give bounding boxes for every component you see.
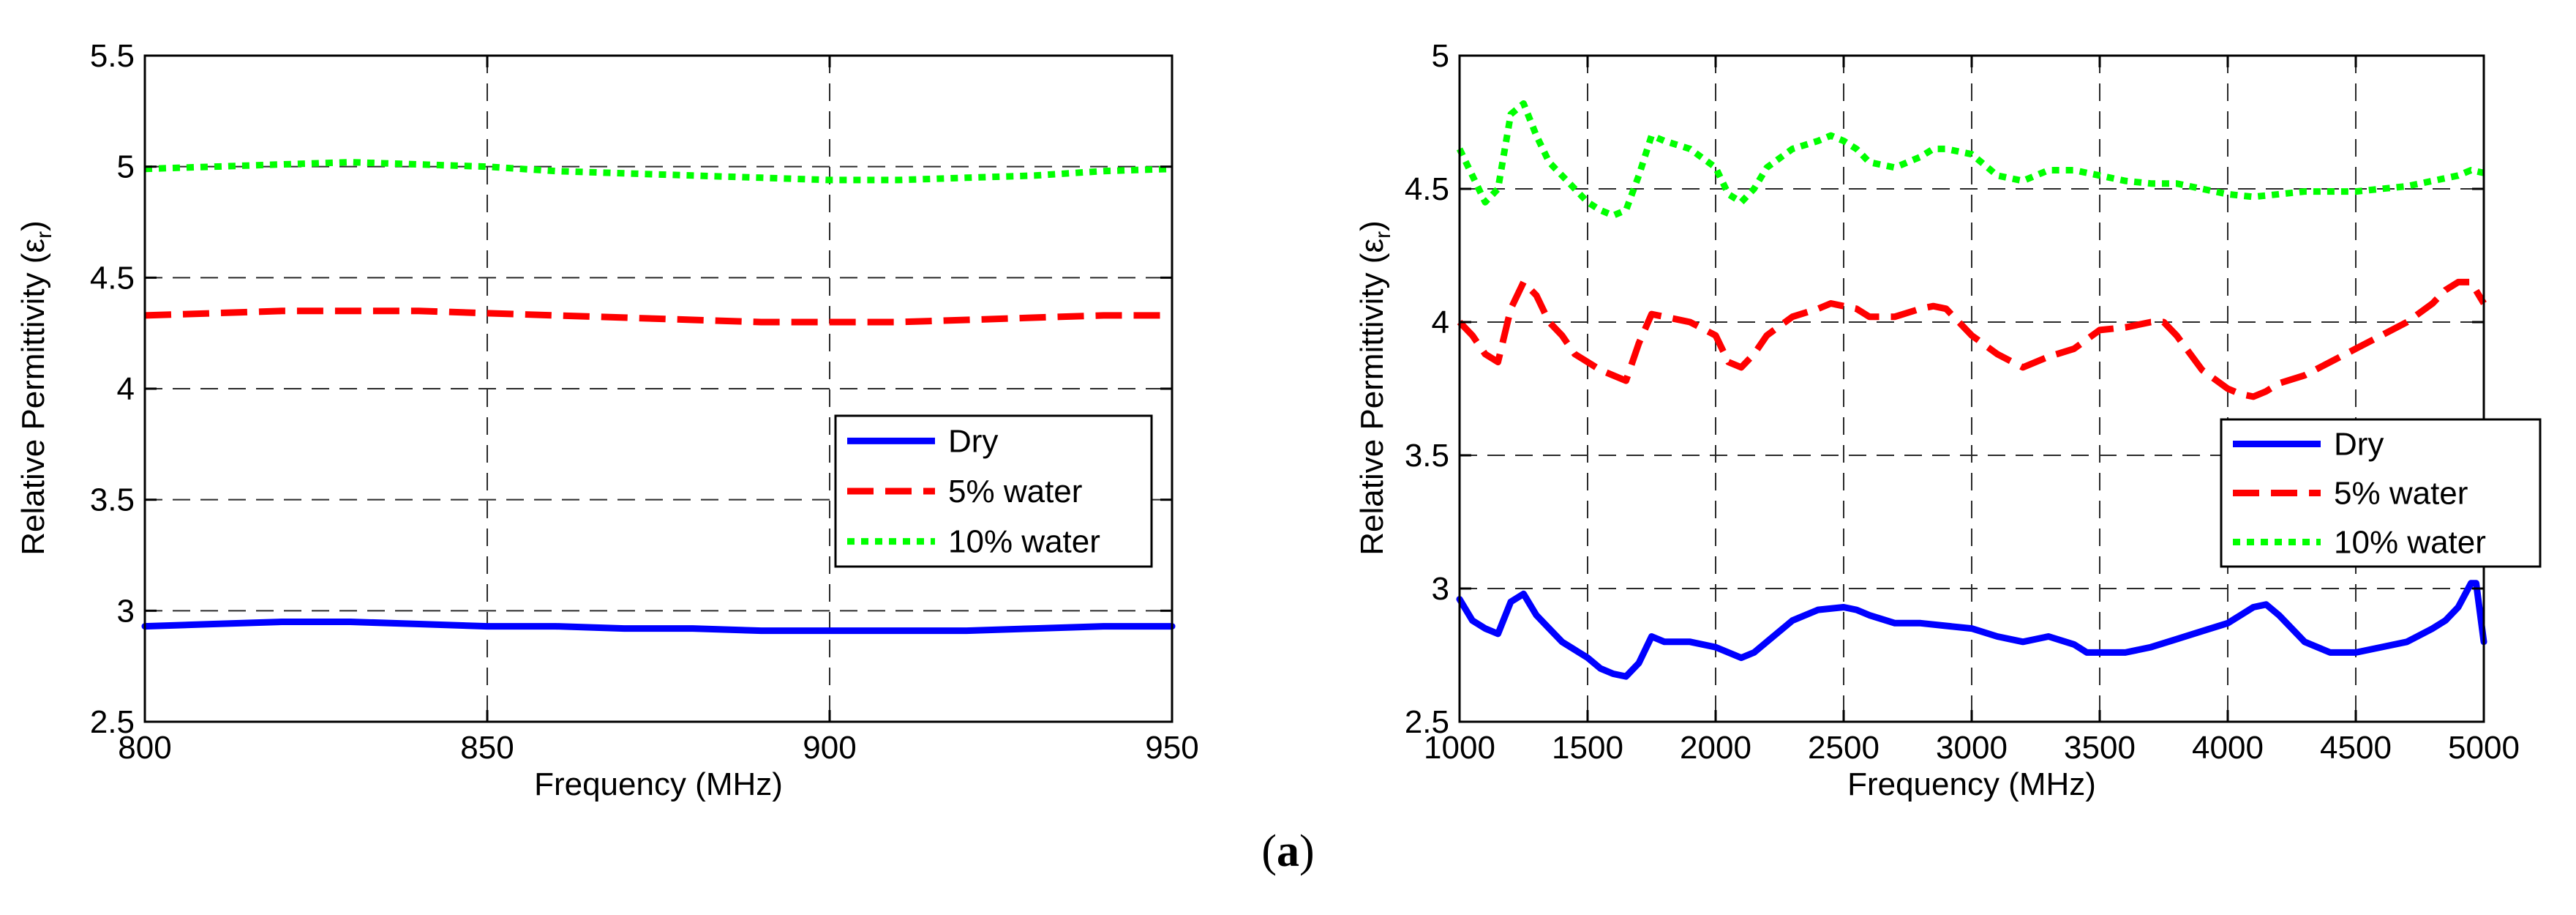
legend-label-1: 5% water (948, 474, 1082, 509)
series-line-1 (144, 307, 1172, 326)
y-tick-label: 2.5 (1405, 704, 1449, 740)
grid (1460, 56, 2484, 722)
x-tick-label: 950 (1145, 730, 1198, 766)
y-axis-label-close: ) (15, 220, 51, 231)
legend-label-2: 10% water (2334, 525, 2486, 561)
y-tick-label: 5.5 (90, 38, 135, 74)
chart-right: 1000 1500 2000 2500 3000 3500 4000 4500 5000 2.5 3… (1354, 38, 2542, 802)
figure-caption: (a) (0, 826, 2576, 878)
y-axis-label-subscript: r (32, 231, 56, 239)
x-tick-label: 4000 (2192, 730, 2264, 766)
y-tick-label: 4 (1432, 305, 1449, 340)
y-tick-label: 5 (1432, 38, 1449, 74)
caption-close: ) (1299, 826, 1315, 876)
series-line-1 (1457, 278, 2487, 400)
legend-label-0: Dry (2334, 427, 2384, 463)
x-tick-label: 4500 (2320, 730, 2392, 766)
series-line-0 (1456, 580, 2487, 680)
x-tick-label: 5000 (2448, 730, 2520, 766)
ticks (1458, 54, 2485, 723)
plot-area (1460, 56, 2484, 722)
grid (145, 56, 1172, 722)
y-axis-label-main: Relative Permittivity (ε (1354, 239, 1390, 556)
x-tick-label: 3000 (1936, 730, 2008, 766)
x-tick-label: 900 (803, 730, 856, 766)
x-tick-label: 1500 (1552, 730, 1623, 766)
x-tick-label: 1000 (1424, 730, 1495, 766)
legend-label-1: 5% water (2334, 476, 2468, 512)
series-line-2 (1456, 100, 2485, 219)
caption-letter: a (1277, 826, 1299, 876)
legend: Dry 5% water 10% water (834, 414, 1153, 568)
y-axis-label-close: ) (1354, 220, 1390, 231)
x-axis-label: Frequency (MHz) (534, 766, 783, 802)
x-tick-label: 800 (118, 730, 171, 766)
y-axis-label-subscript: r (1371, 231, 1395, 239)
x-tick-label: 850 (460, 730, 514, 766)
y-axis-label: Relative Permittivity (εr) (15, 220, 56, 555)
y-tick-label: 4 (117, 371, 135, 407)
x-axis-label: Frequency (MHz) (1847, 766, 2096, 802)
y-tick-label: 4.5 (1405, 171, 1449, 207)
y-axis-label: Relative Permittivity (εr) (1354, 220, 1395, 555)
y-tick-label: 3.5 (90, 482, 135, 518)
legend-label-2: 10% water (948, 524, 1100, 560)
series-line-0 (141, 619, 1176, 635)
y-tick-label: 3 (1432, 571, 1449, 607)
legend-label-0: Dry (948, 423, 998, 459)
caption-open: ( (1261, 826, 1277, 876)
chart-left: 800 850 900 950 2.5 3 3.5 4 4.5 5 5.5 Frequency (MH… (15, 38, 1199, 802)
series-line-2 (144, 159, 1173, 184)
legend: Dry 5% water 10% water (2220, 418, 2542, 568)
y-tick-label: 3 (117, 593, 135, 629)
y-tick-label: 4.5 (90, 260, 135, 296)
y-tick-label: 2.5 (90, 704, 135, 740)
ticks (143, 54, 1174, 723)
y-tick-label: 3.5 (1405, 438, 1449, 474)
x-tick-label: 3500 (2064, 730, 2136, 766)
y-tick-label: 5 (117, 149, 135, 185)
x-tick-label: 2500 (1808, 730, 1880, 766)
y-axis-label-main: Relative Permittivity (ε (15, 239, 51, 556)
x-tick-label: 2000 (1680, 730, 1751, 766)
